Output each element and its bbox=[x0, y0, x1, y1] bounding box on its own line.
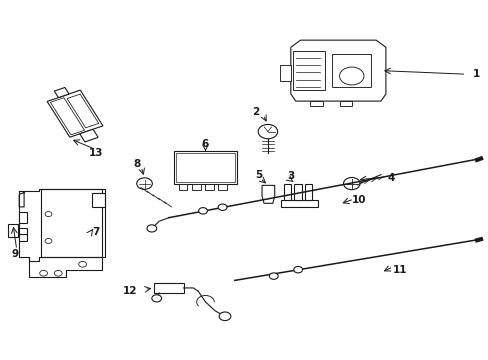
Circle shape bbox=[343, 177, 359, 190]
Circle shape bbox=[45, 238, 52, 243]
Polygon shape bbox=[67, 94, 99, 128]
Circle shape bbox=[40, 270, 47, 276]
Bar bbox=[92, 193, 104, 207]
Circle shape bbox=[219, 312, 230, 320]
Bar bbox=[191, 184, 200, 190]
Bar bbox=[293, 51, 325, 90]
Bar bbox=[41, 189, 102, 257]
Polygon shape bbox=[47, 90, 103, 137]
Circle shape bbox=[152, 295, 161, 302]
Text: 2: 2 bbox=[252, 107, 259, 117]
Circle shape bbox=[137, 178, 152, 189]
Bar bbox=[294, 184, 301, 200]
Circle shape bbox=[147, 225, 157, 232]
Text: 9: 9 bbox=[12, 248, 19, 258]
Bar bbox=[339, 101, 351, 107]
Bar bbox=[176, 153, 234, 182]
Bar bbox=[331, 54, 370, 87]
Bar bbox=[173, 151, 237, 184]
Bar bbox=[154, 283, 183, 293]
Bar bbox=[310, 101, 322, 107]
Circle shape bbox=[258, 125, 277, 139]
Bar bbox=[178, 184, 187, 190]
Bar bbox=[280, 65, 290, 81]
Polygon shape bbox=[262, 185, 274, 203]
Circle shape bbox=[218, 204, 226, 211]
Text: 4: 4 bbox=[386, 173, 394, 183]
Circle shape bbox=[198, 208, 207, 214]
Text: 8: 8 bbox=[133, 159, 141, 169]
Bar bbox=[305, 184, 312, 200]
Polygon shape bbox=[80, 129, 98, 142]
Text: 7: 7 bbox=[92, 227, 99, 237]
Bar bbox=[19, 228, 26, 241]
Bar bbox=[283, 184, 290, 200]
Polygon shape bbox=[290, 40, 385, 101]
Bar bbox=[19, 212, 26, 223]
Circle shape bbox=[269, 273, 278, 279]
Text: 6: 6 bbox=[202, 139, 209, 149]
Text: 3: 3 bbox=[286, 171, 294, 181]
Bar bbox=[218, 184, 226, 190]
Circle shape bbox=[339, 67, 363, 85]
Text: 10: 10 bbox=[351, 195, 366, 205]
Bar bbox=[204, 184, 213, 190]
Bar bbox=[8, 224, 18, 237]
Polygon shape bbox=[54, 87, 69, 98]
Polygon shape bbox=[50, 98, 84, 135]
Circle shape bbox=[54, 270, 62, 276]
Text: 1: 1 bbox=[471, 69, 479, 79]
Text: 13: 13 bbox=[88, 148, 103, 158]
Circle shape bbox=[293, 266, 302, 273]
Circle shape bbox=[79, 261, 86, 267]
Text: 12: 12 bbox=[122, 286, 137, 296]
Text: 11: 11 bbox=[392, 265, 407, 275]
Circle shape bbox=[45, 212, 52, 217]
Bar bbox=[281, 200, 317, 207]
Text: 5: 5 bbox=[255, 170, 262, 180]
